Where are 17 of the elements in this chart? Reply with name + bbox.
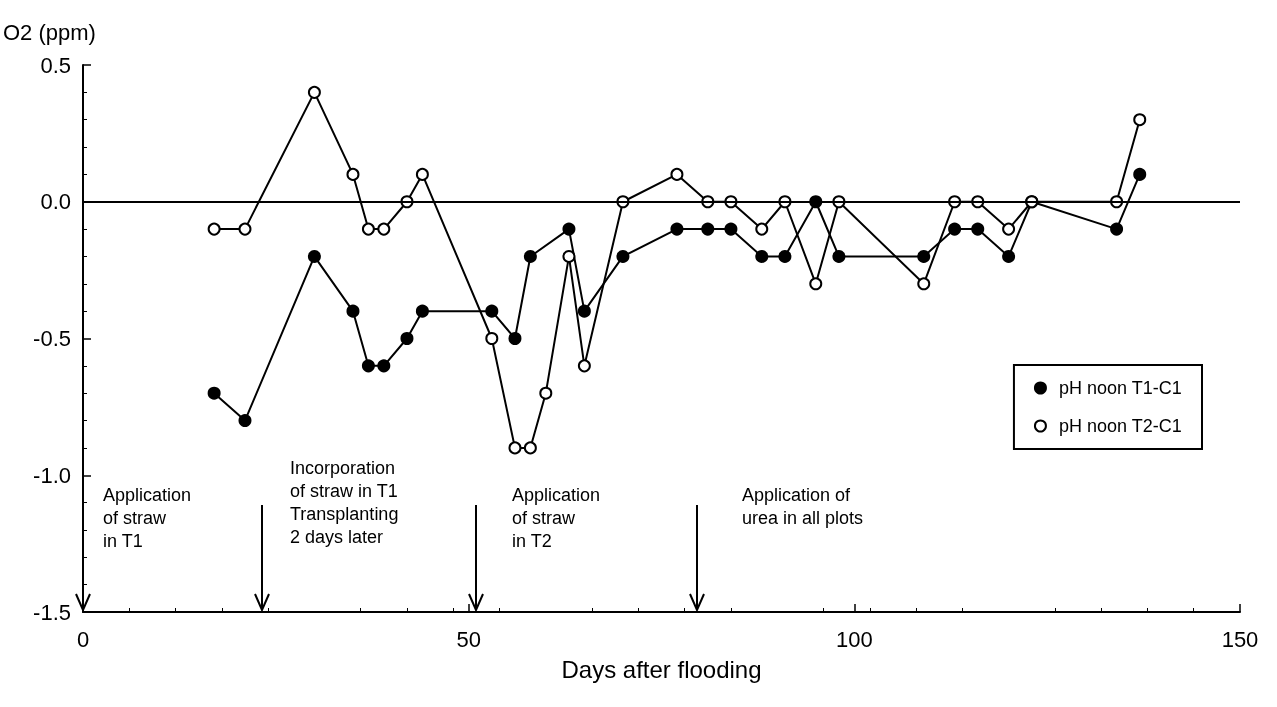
x-tick-label: 0 [76,626,90,652]
y-tick-label: -1.5 [33,599,71,625]
x-tick-label: 100 [835,626,873,652]
x-axis-title: Days after flooding [561,655,762,683]
legend-label: pH noon T1-C1 [1058,378,1182,398]
y-tick-label: -0.5 [33,326,71,351]
annotation: Incorporation of straw in T1 Transplanting 2 days later [290,457,399,547]
annotation: Application of straw in T1 [103,484,192,551]
annotation: Application of straw in T2 [512,484,601,551]
y-tick-label: 0.5 [40,52,71,78]
x-tick-label: 150 [1221,626,1259,652]
annotation: Application of urea in all plots [742,484,864,528]
x-tick-label: 50 [456,626,481,652]
y-axis-title: O2 (ppm) [3,19,96,45]
legend-label: pH noon T2-C1 [1058,416,1182,436]
y-tick-label: -1.0 [33,462,71,488]
y-tick-label: 0.0 [40,189,71,215]
